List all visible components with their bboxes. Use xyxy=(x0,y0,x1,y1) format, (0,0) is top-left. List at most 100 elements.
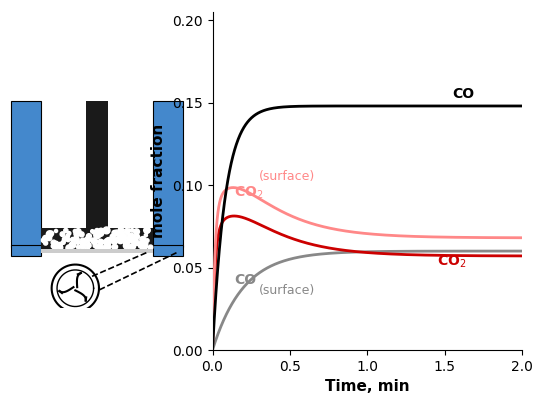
Circle shape xyxy=(130,244,136,249)
Text: CO: CO xyxy=(452,87,475,101)
Y-axis label: mole fraction: mole fraction xyxy=(152,124,166,238)
Bar xyxy=(41,249,153,253)
Circle shape xyxy=(76,245,80,249)
Circle shape xyxy=(98,228,104,234)
Circle shape xyxy=(62,238,66,241)
Circle shape xyxy=(104,243,110,250)
Circle shape xyxy=(138,243,144,248)
Circle shape xyxy=(140,236,146,242)
Circle shape xyxy=(143,241,148,246)
X-axis label: Time, min: Time, min xyxy=(325,379,409,394)
Circle shape xyxy=(97,244,103,251)
Circle shape xyxy=(124,228,130,234)
Circle shape xyxy=(117,236,122,241)
Circle shape xyxy=(65,236,69,239)
Circle shape xyxy=(66,245,72,251)
Circle shape xyxy=(143,238,145,241)
Circle shape xyxy=(74,235,78,239)
Bar xyxy=(41,228,153,250)
Circle shape xyxy=(122,233,126,238)
Circle shape xyxy=(91,238,95,242)
Circle shape xyxy=(63,228,68,233)
Text: CO$_2$: CO$_2$ xyxy=(234,185,264,201)
Circle shape xyxy=(79,232,84,237)
Circle shape xyxy=(105,238,112,244)
Circle shape xyxy=(84,237,91,243)
Circle shape xyxy=(87,234,91,239)
Circle shape xyxy=(98,239,103,245)
Circle shape xyxy=(145,228,150,232)
Circle shape xyxy=(80,238,86,244)
Circle shape xyxy=(111,239,116,244)
Circle shape xyxy=(111,238,118,244)
Circle shape xyxy=(86,246,89,250)
Text: CO$_2$: CO$_2$ xyxy=(437,254,466,270)
Circle shape xyxy=(118,227,123,232)
Circle shape xyxy=(43,236,48,241)
Circle shape xyxy=(66,234,69,238)
Circle shape xyxy=(86,242,90,247)
Circle shape xyxy=(126,230,129,234)
Circle shape xyxy=(130,229,134,232)
Circle shape xyxy=(59,246,63,250)
Circle shape xyxy=(53,241,59,247)
Circle shape xyxy=(121,234,128,241)
Circle shape xyxy=(130,244,134,248)
Circle shape xyxy=(97,230,104,236)
Circle shape xyxy=(127,233,131,236)
Circle shape xyxy=(148,245,153,250)
Circle shape xyxy=(51,240,56,245)
Circle shape xyxy=(123,242,130,249)
Circle shape xyxy=(112,245,116,249)
Circle shape xyxy=(129,246,131,249)
Circle shape xyxy=(104,238,111,245)
Circle shape xyxy=(128,229,131,232)
Circle shape xyxy=(60,232,65,236)
Circle shape xyxy=(93,244,97,248)
Circle shape xyxy=(51,244,55,248)
Circle shape xyxy=(91,238,97,244)
Circle shape xyxy=(133,229,139,234)
Circle shape xyxy=(105,240,111,246)
Circle shape xyxy=(74,231,79,236)
Circle shape xyxy=(138,242,143,247)
Circle shape xyxy=(135,240,140,245)
Circle shape xyxy=(118,234,122,238)
Circle shape xyxy=(113,245,118,249)
Circle shape xyxy=(61,240,65,244)
Circle shape xyxy=(54,229,58,232)
Circle shape xyxy=(145,239,149,242)
Circle shape xyxy=(103,244,110,251)
Circle shape xyxy=(131,237,137,244)
Bar xyxy=(86,101,108,236)
Circle shape xyxy=(81,241,87,248)
Circle shape xyxy=(118,230,122,234)
Circle shape xyxy=(95,230,100,234)
Circle shape xyxy=(80,245,84,249)
Circle shape xyxy=(130,235,134,239)
Bar xyxy=(153,245,183,256)
Circle shape xyxy=(41,238,46,243)
Circle shape xyxy=(82,245,86,249)
Bar xyxy=(41,101,153,256)
Circle shape xyxy=(58,242,62,247)
Circle shape xyxy=(102,240,104,244)
Circle shape xyxy=(140,245,146,250)
Circle shape xyxy=(94,232,100,238)
Circle shape xyxy=(76,241,80,244)
Bar xyxy=(153,101,183,247)
Circle shape xyxy=(114,230,119,236)
Circle shape xyxy=(59,246,62,249)
Circle shape xyxy=(110,234,116,240)
Circle shape xyxy=(63,237,67,241)
Circle shape xyxy=(73,229,77,233)
Circle shape xyxy=(70,238,75,242)
Circle shape xyxy=(46,235,52,241)
Circle shape xyxy=(138,242,143,246)
Circle shape xyxy=(66,238,70,242)
Circle shape xyxy=(117,237,124,244)
Text: (surface): (surface) xyxy=(259,284,315,297)
Circle shape xyxy=(128,233,134,239)
Bar xyxy=(11,101,41,247)
Circle shape xyxy=(133,234,139,240)
